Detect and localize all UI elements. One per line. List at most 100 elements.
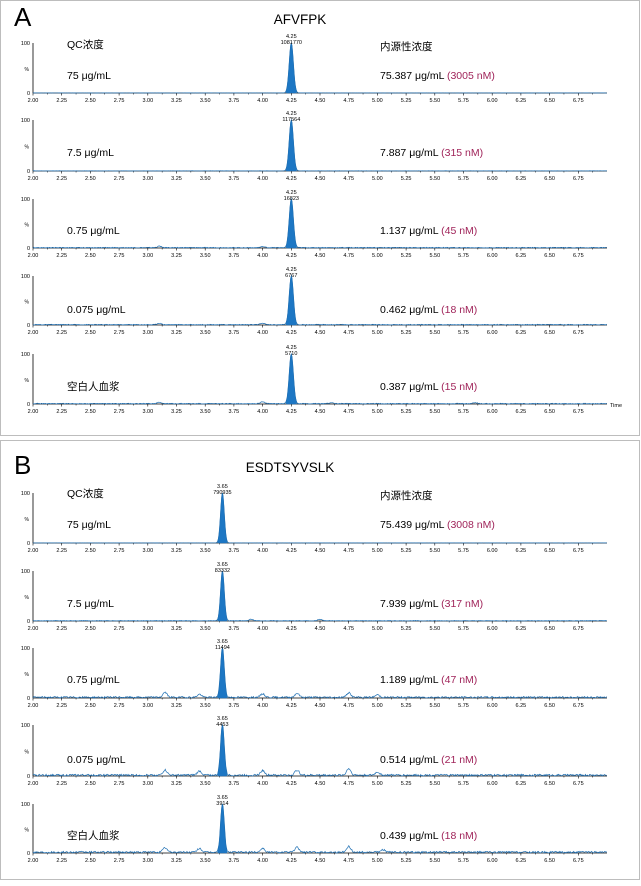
x-tick-label: 4.25 (286, 858, 297, 864)
y-tick-label-zero: 0 (27, 541, 30, 547)
endogenous-nm-value: (45 nM) (441, 225, 477, 237)
endogenous-nm-value: (18 nM) (441, 304, 477, 316)
x-tick-label: 2.25 (56, 858, 67, 864)
x-tick-label: 2.75 (114, 330, 125, 336)
x-tick-label: 5.00 (372, 781, 383, 787)
x-tick-label: 5.25 (401, 626, 412, 632)
qc-concentration-label: 空白人血浆 (67, 829, 120, 842)
endogenous-nm-value: (317 nM) (441, 598, 483, 610)
x-tick-label: 3.50 (200, 409, 211, 415)
endogenous-ug-value: 0.462 μg/mL (380, 304, 439, 316)
x-tick-label: 2.50 (85, 98, 96, 104)
trace-line (32, 118, 607, 172)
x-tick-label: 2.75 (114, 858, 125, 864)
x-tick-label: 5.50 (429, 858, 440, 864)
x-tick-label: 6.25 (516, 781, 527, 787)
x-tick-label: 2.00 (28, 703, 39, 709)
x-tick-label: 2.25 (56, 253, 67, 259)
x-axis-label: Time (610, 403, 622, 409)
trace-line (32, 197, 607, 249)
x-tick-label: 6.50 (544, 548, 555, 554)
y-tick-label-top: 100 (21, 41, 30, 47)
peak-area-label: 11494 (215, 645, 230, 651)
x-tick-label: 5.75 (458, 98, 469, 104)
peak-area-label: 117564 (282, 117, 300, 123)
x-tick-label: 3.00 (142, 781, 153, 787)
x-tick-label: 6.25 (516, 176, 527, 182)
x-tick-label: 4.75 (343, 548, 354, 554)
trace-line (32, 41, 607, 94)
x-tick-label: 3.00 (142, 330, 153, 336)
endogenous-ug-value: 0.514 μg/mL (380, 754, 439, 766)
x-tick-label: 6.25 (516, 330, 527, 336)
x-tick-label: 4.25 (286, 253, 297, 259)
qc-concentration-label: 75 μg/mL (67, 519, 111, 531)
y-tick-label-top: 100 (21, 802, 30, 808)
x-tick-label: 3.00 (142, 253, 153, 259)
x-tick-label: 2.50 (85, 330, 96, 336)
x-tick-label: 2.25 (56, 98, 67, 104)
x-tick-label: 6.50 (544, 330, 555, 336)
x-tick-label: 5.00 (372, 253, 383, 259)
x-tick-label: 4.00 (257, 781, 268, 787)
x-tick-label: 5.75 (458, 781, 469, 787)
x-tick-label: 6.25 (516, 548, 527, 554)
peak-rt-label: 3.65 (217, 639, 228, 645)
y-axis-label: % (25, 67, 30, 73)
x-tick-label: 5.50 (429, 626, 440, 632)
x-tick-label: 4.00 (257, 703, 268, 709)
endogenous-concentration-label: 1.137 μg/mL (45 nM) (380, 225, 477, 237)
panel-a-qc-header: QC浓度 (67, 38, 104, 51)
y-tick-label-top: 100 (21, 118, 30, 124)
x-tick-label: 3.75 (229, 858, 240, 864)
y-tick-label-top: 100 (21, 491, 30, 497)
endogenous-ug-value: 0.439 μg/mL (380, 830, 439, 842)
peak-fill (285, 42, 297, 94)
peak-fill (217, 647, 228, 699)
x-tick-label: 4.50 (315, 781, 326, 787)
x-tick-label: 5.75 (458, 548, 469, 554)
x-tick-label: 2.00 (28, 781, 39, 787)
x-tick-label: 2.75 (114, 98, 125, 104)
x-tick-label: 5.00 (372, 409, 383, 415)
endogenous-ug-value: 0.387 μg/mL (380, 381, 439, 393)
x-tick-label: 3.50 (200, 781, 211, 787)
endogenous-ug-value: 1.189 μg/mL (380, 674, 439, 686)
x-tick-label: 4.50 (315, 253, 326, 259)
x-tick-label: 3.25 (171, 98, 182, 104)
x-tick-label: 4.75 (343, 253, 354, 259)
x-tick-label: 3.25 (171, 626, 182, 632)
x-tick-label: 3.00 (142, 858, 153, 864)
x-tick-label: 2.75 (114, 176, 125, 182)
x-tick-label: 5.75 (458, 253, 469, 259)
y-axis-label: % (25, 595, 30, 601)
x-tick-label: 4.00 (257, 626, 268, 632)
x-tick-label: 3.50 (200, 330, 211, 336)
x-tick-label: 3.75 (229, 330, 240, 336)
x-tick-label: 4.00 (257, 548, 268, 554)
x-tick-label: 6.75 (573, 858, 584, 864)
trace-panel-a-1: 100% 02.00 2.25 2.50 2.75 3.00 3.25 3.50 3.75 4.0… (21, 34, 607, 104)
x-tick-label: 2.50 (85, 176, 96, 182)
x-tick-label: 3.25 (171, 330, 182, 336)
x-tick-label: 5.75 (458, 330, 469, 336)
x-tick-label: 2.25 (56, 409, 67, 415)
x-tick-label: 4.75 (343, 626, 354, 632)
x-tick-label: 2.00 (28, 626, 39, 632)
peak-rt-label: 4.25 (286, 34, 297, 40)
y-axis-label: % (25, 672, 30, 678)
x-tick-label: 4.00 (257, 253, 268, 259)
x-tick-label: 5.75 (458, 626, 469, 632)
x-tick-label: 5.50 (429, 409, 440, 415)
peak-area-label: 6767 (285, 273, 297, 279)
endogenous-ug-value: 7.887 μg/mL (380, 147, 439, 159)
x-tick-label: 6.00 (487, 98, 498, 104)
x-tick-label: 6.75 (573, 330, 584, 336)
peak-fill (285, 353, 297, 405)
y-axis-label: % (25, 145, 30, 151)
y-tick-label-top: 100 (21, 569, 30, 575)
x-tick-label: 2.00 (28, 548, 39, 554)
peak-area-label: 1081770 (281, 40, 302, 46)
trace-line (32, 492, 607, 544)
y-tick-label-top: 100 (21, 352, 30, 358)
